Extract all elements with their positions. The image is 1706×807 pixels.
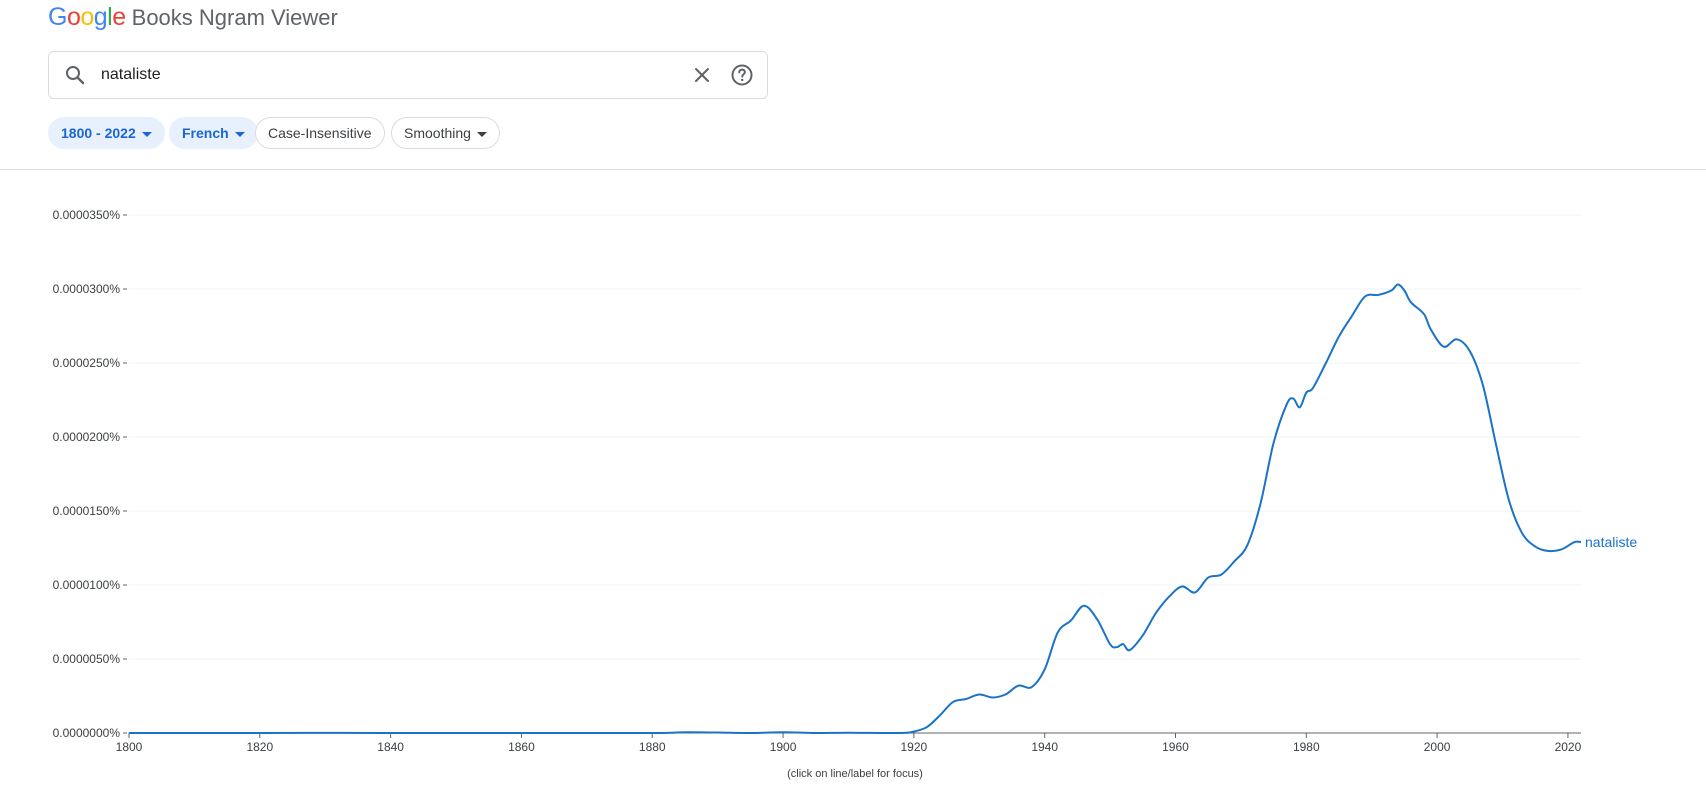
search-input[interactable] bbox=[101, 62, 721, 88]
y-tick-label: 0.0000150% bbox=[53, 504, 121, 518]
y-tick-label: 0.0000050% bbox=[53, 652, 121, 666]
corpus-dropdown[interactable]: French bbox=[169, 117, 258, 149]
y-tick-label: 0.0000200% bbox=[53, 430, 121, 444]
logo-letter: o bbox=[80, 3, 94, 31]
y-tick-label: 0.0000300% bbox=[53, 282, 121, 296]
x-tick-label: 2000 bbox=[1424, 740, 1451, 754]
x-tick-label: 2020 bbox=[1555, 740, 1582, 754]
chevron-down-icon bbox=[476, 131, 487, 137]
x-tick-label: 1880 bbox=[639, 740, 666, 754]
y-tick-label: 0.0000250% bbox=[53, 356, 121, 370]
google-wordmark: Google bbox=[48, 3, 126, 32]
search-icon[interactable] bbox=[63, 63, 87, 87]
close-icon[interactable] bbox=[690, 63, 714, 87]
smoothing-dropdown[interactable]: Smoothing bbox=[391, 117, 500, 149]
year-range-label: 1800 - 2022 bbox=[61, 125, 136, 141]
series-label-nataliste[interactable]: nataliste bbox=[1585, 534, 1637, 550]
y-tick-label: 0.0000000% bbox=[53, 726, 121, 740]
x-tick-label: 1820 bbox=[246, 740, 273, 754]
x-tick-label: 1840 bbox=[377, 740, 404, 754]
header: Google Books Ngram Viewer 1800 - 2022 Fr… bbox=[0, 0, 1706, 170]
search-box bbox=[48, 51, 768, 99]
x-tick-label: 1860 bbox=[508, 740, 535, 754]
series-line-nataliste[interactable] bbox=[128, 283, 1582, 735]
y-tick-label: 0.0000100% bbox=[53, 578, 121, 592]
chevron-down-icon bbox=[234, 131, 245, 137]
app-title: Books Ngram Viewer bbox=[131, 5, 338, 30]
logo-letter: e bbox=[112, 3, 126, 31]
x-tick-label: 1900 bbox=[770, 740, 797, 754]
google-books-logo[interactable]: Google Books Ngram Viewer bbox=[48, 3, 338, 35]
x-tick-label: 1940 bbox=[1031, 740, 1058, 754]
case-insensitive-toggle[interactable]: Case-Insensitive bbox=[255, 117, 385, 149]
chevron-down-icon bbox=[141, 131, 152, 137]
corpus-label: French bbox=[182, 125, 229, 141]
logo-letter: G bbox=[48, 3, 67, 31]
help-icon[interactable] bbox=[730, 63, 754, 87]
x-tick-label: 1980 bbox=[1293, 740, 1320, 754]
logo-letter: o bbox=[66, 3, 81, 31]
x-tick-label: 1920 bbox=[901, 740, 928, 754]
smoothing-label: Smoothing bbox=[404, 125, 471, 141]
x-tick-label: 1800 bbox=[116, 740, 143, 754]
year-range-dropdown[interactable]: 1800 - 2022 bbox=[48, 117, 165, 149]
ngram-chart: 0.0000000% 0.0000050% 0.0000100% 0.0000150%… bbox=[53, 208, 1638, 780]
logo-letter: g bbox=[93, 3, 108, 31]
logo-letter: l bbox=[107, 3, 113, 31]
y-tick-label: 0.0000350% bbox=[53, 208, 121, 222]
case-insensitive-label: Case-Insensitive bbox=[268, 125, 372, 141]
x-tick-label: 1960 bbox=[1162, 740, 1189, 754]
chart-footnote: (click on line/label for focus) bbox=[787, 768, 923, 780]
